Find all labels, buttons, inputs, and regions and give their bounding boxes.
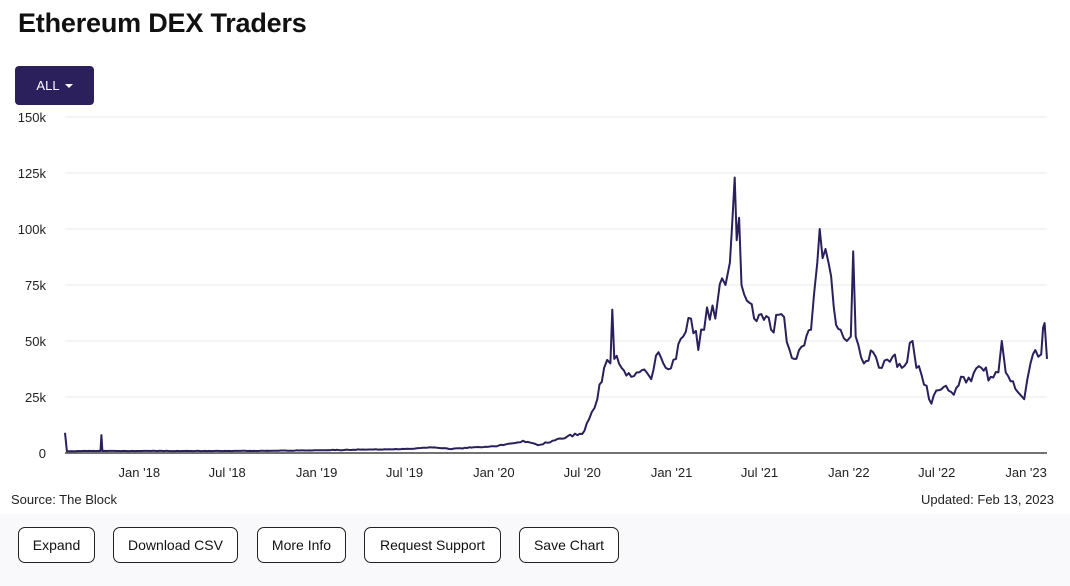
x-tick-label: Jan '23	[1005, 465, 1047, 480]
y-tick-label: 25k	[25, 390, 46, 405]
expand-button[interactable]: Expand	[18, 527, 95, 563]
updated-note: Updated: Feb 13, 2023	[921, 492, 1054, 507]
x-tick-label: Jul '19	[386, 465, 423, 480]
x-tick-label: Jul '18	[209, 465, 246, 480]
action-bar: Expand Download CSV More Info Request Su…	[0, 514, 1070, 586]
time-range-label: ALL	[36, 78, 60, 93]
series-line	[64, 176, 1048, 453]
y-tick-label: 125k	[18, 166, 47, 181]
time-range-dropdown[interactable]: ALL	[15, 66, 94, 105]
x-tick-label: Jul '22	[918, 465, 955, 480]
x-tick-label: Jan '21	[651, 465, 693, 480]
request-support-button[interactable]: Request Support	[364, 527, 501, 563]
y-tick-label: 50k	[25, 334, 46, 349]
download-csv-button[interactable]: Download CSV	[113, 527, 238, 563]
x-tick-label: Jan '18	[119, 465, 161, 480]
x-axis-ticks: Jan '18 Jul '18 Jan '19 Jul '19 Jan '20 Jul '…	[119, 465, 1047, 480]
save-chart-button[interactable]: Save Chart	[519, 527, 619, 563]
y-tick-label: 100k	[18, 222, 47, 237]
y-tick-label: 150k	[18, 110, 47, 125]
source-note: Source: The Block	[11, 492, 117, 507]
x-tick-label: Jan '19	[296, 465, 338, 480]
y-tick-label: 75k	[25, 278, 46, 293]
series-layer	[64, 176, 1048, 453]
x-tick-label: Jan '20	[473, 465, 515, 480]
gridlines	[65, 116, 1047, 454]
caret-down-icon	[64, 83, 73, 88]
more-info-button[interactable]: More Info	[257, 527, 346, 563]
x-tick-label: Jul '20	[564, 465, 601, 480]
page-title: Ethereum DEX Traders	[18, 8, 307, 38]
x-tick-label: Jan '22	[828, 465, 870, 480]
y-axis-ticks: 0 25k 50k 75k 100k 125k 150k	[18, 110, 47, 461]
x-tick-label: Jul '21	[741, 465, 778, 480]
y-tick-label: 0	[39, 446, 46, 461]
